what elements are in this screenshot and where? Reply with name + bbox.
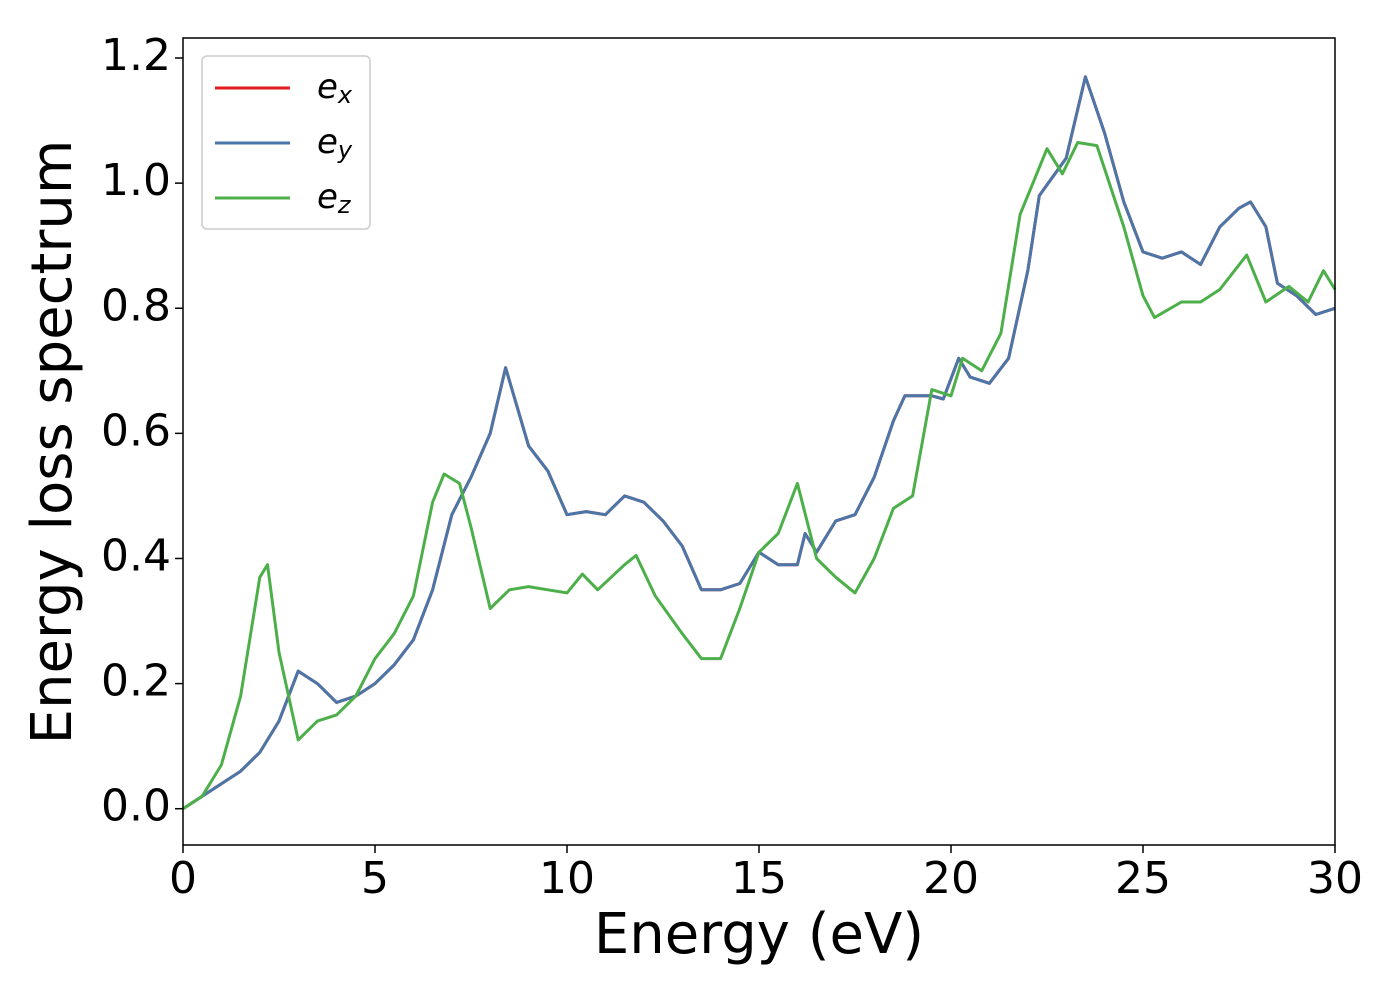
y-tick-label: 1.0 xyxy=(101,155,171,206)
x-tick-label: 15 xyxy=(731,853,787,904)
x-axis-label: Energy (eV) xyxy=(594,902,924,967)
y-tick-label: 0.8 xyxy=(101,280,171,331)
y-tick-label: 0.0 xyxy=(101,781,171,832)
data-line xyxy=(182,141,1337,810)
y-tick-label: 1.2 xyxy=(101,30,171,81)
x-tick-label: 30 xyxy=(1307,853,1363,904)
x-tick-label: 10 xyxy=(539,853,595,904)
y-tick-label: 0.6 xyxy=(101,405,171,456)
plot-frame xyxy=(182,37,1336,846)
x-tick-label: 20 xyxy=(923,853,979,904)
y-tick-label: 0.2 xyxy=(101,656,171,707)
x-tick-label: 25 xyxy=(1115,853,1171,904)
x-tick-label: 5 xyxy=(361,853,389,904)
data-line xyxy=(182,75,1336,810)
y-axis-label: Energy loss spectrum xyxy=(20,140,85,745)
legend-label: ey xyxy=(317,122,353,165)
legend-label: ez xyxy=(317,177,352,220)
y-tick-label: 0.4 xyxy=(101,530,171,581)
x-tick-label: 0 xyxy=(169,853,197,904)
legend-label: ex xyxy=(317,67,353,110)
